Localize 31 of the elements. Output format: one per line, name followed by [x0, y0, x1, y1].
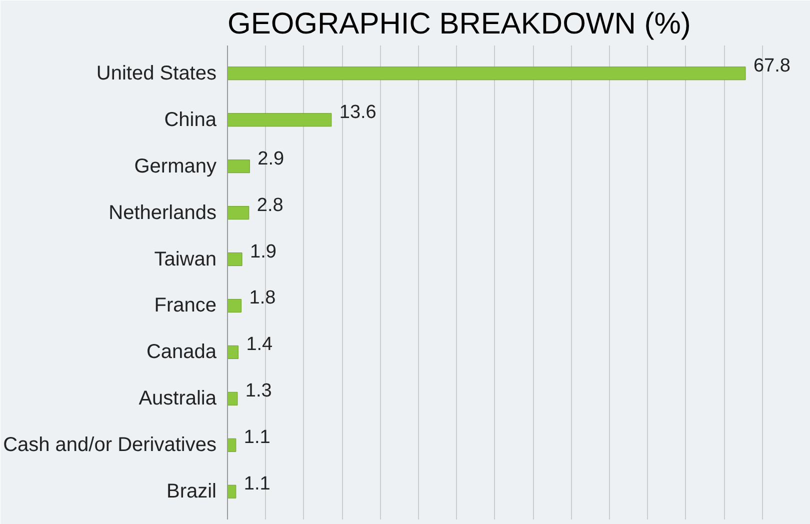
- y-tick-label: Canada: [146, 341, 218, 364]
- bar: [228, 252, 242, 266]
- data-label: 67.8: [753, 55, 790, 76]
- y-tick-label: United States: [96, 62, 217, 84]
- bar: [228, 206, 250, 220]
- bar: [228, 438, 236, 452]
- data-label: 1.3: [245, 380, 272, 402]
- data-label: 2.9: [258, 148, 284, 170]
- bar: [228, 113, 332, 127]
- y-tick-label: Australia: [138, 388, 218, 410]
- y-tick-label: Taiwan: [154, 248, 217, 270]
- y-tick-label: Germany: [134, 155, 217, 178]
- data-label: 1.9: [250, 241, 276, 262]
- data-label: 2.8: [256, 194, 284, 216]
- data-label: 1.4: [246, 334, 274, 356]
- y-tick-label: Brazil: [166, 480, 217, 503]
- y-tick-label: France: [154, 294, 217, 317]
- data-label: 13.6: [339, 102, 376, 123]
- data-label: 1.1: [244, 427, 270, 448]
- bar: [228, 392, 238, 406]
- y-tick-label: Netherlands: [108, 202, 216, 224]
- data-label: 1.8: [249, 288, 276, 309]
- y-tick-label: Cash and/or Derivatives: [3, 434, 217, 456]
- bar: [228, 160, 250, 174]
- bar: [228, 298, 242, 312]
- bar: [228, 345, 238, 359]
- bar: [228, 484, 236, 498]
- y-tick-label: China: [164, 108, 218, 131]
- data-label: 1.1: [244, 474, 270, 495]
- bar: [228, 66, 746, 80]
- chart-title: GEOGRAPHIC BREAKDOWN (%): [228, 8, 691, 40]
